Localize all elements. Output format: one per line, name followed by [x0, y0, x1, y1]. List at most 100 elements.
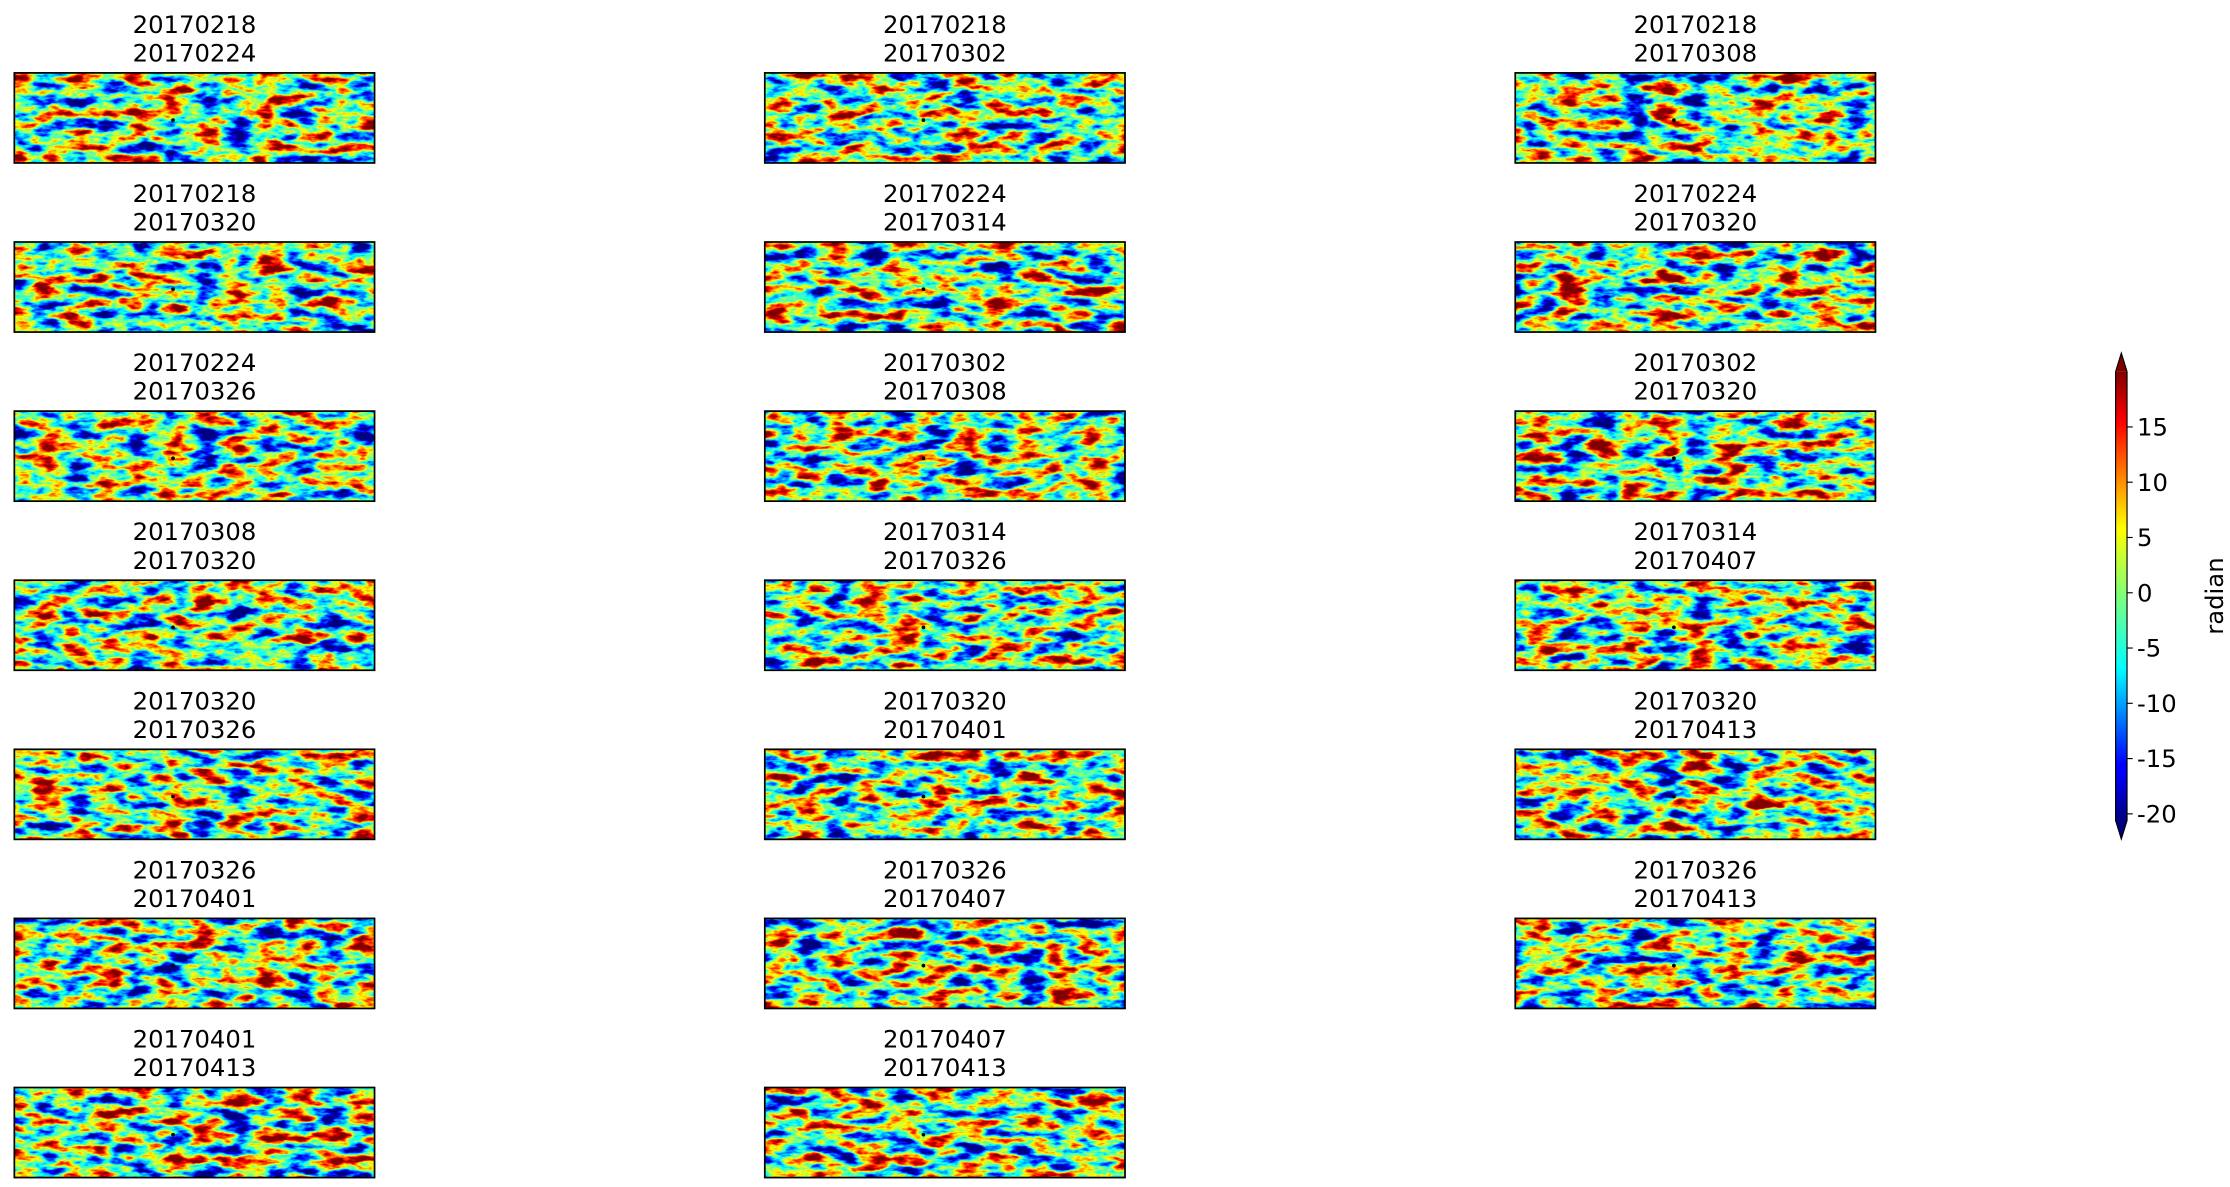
colorbar-tick-label: 5 — [2137, 523, 2152, 552]
reference-point — [171, 118, 175, 122]
panel-frame — [13, 1086, 376, 1179]
reference-point — [921, 287, 926, 292]
panel-title-line: 20170314 — [883, 208, 1007, 237]
colorbar-extend-min — [2115, 820, 2128, 840]
panel-frame — [13, 579, 376, 672]
panel-title-line: 20170401 — [883, 715, 1007, 744]
panel-frame — [763, 241, 1126, 333]
reference-point — [1672, 625, 1676, 630]
panel-frame — [13, 241, 376, 333]
reference-point — [171, 287, 175, 292]
panel-title-line: 20170413 — [1634, 715, 1758, 744]
colorbar-tick-label: 15 — [2137, 413, 2168, 442]
colorbar-tick-label: -10 — [2137, 689, 2177, 718]
panel-image — [1515, 411, 1876, 502]
panel-title-line: 20170326 — [133, 377, 257, 406]
panel-frame — [763, 917, 1126, 1010]
colorbar-extend-max — [2115, 353, 2128, 372]
colorbar-tick-label: 0 — [2137, 578, 2152, 607]
panel-title-line: 20170407 — [1634, 546, 1758, 575]
reference-point — [171, 794, 175, 799]
panel-frame — [763, 72, 1126, 164]
reference-point — [921, 963, 926, 968]
colorbar-outline — [2115, 351, 2128, 842]
panel-image — [1515, 72, 1876, 163]
panel-frame — [1514, 72, 1877, 164]
reference-point — [921, 456, 926, 461]
panel-title-line: 20170224 — [133, 348, 257, 377]
colorbar-label: radian — [2200, 557, 2229, 634]
panel-frame — [1514, 241, 1877, 333]
panel-title-line: 20170413 — [133, 1053, 257, 1082]
panel-title-line: 20170308 — [1634, 38, 1758, 67]
panel-title-line: 20170413 — [883, 1053, 1007, 1082]
panel-title-line: 20170218 — [133, 179, 257, 208]
panel-title-line: 20170308 — [883, 377, 1007, 406]
panel-title-line: 20170413 — [1634, 884, 1758, 913]
panel-title-line: 20170302 — [883, 38, 1007, 67]
panel-frame — [763, 579, 1126, 672]
panel-image — [14, 918, 375, 1009]
panel-title-line: 20170326 — [1634, 855, 1758, 884]
panel-title-line: 20170326 — [133, 715, 257, 744]
reference-point — [921, 794, 926, 799]
panel-title-line: 20170320 — [133, 686, 257, 715]
reference-point — [921, 1132, 926, 1137]
panel-image — [764, 72, 1126, 163]
panel-title-line: 20170326 — [133, 855, 257, 884]
panel-image — [764, 1087, 1126, 1178]
panel-image — [1515, 918, 1876, 1009]
panel-image — [14, 72, 375, 163]
panel-image — [764, 580, 1126, 671]
panel-frame — [13, 917, 376, 1010]
panel-image — [764, 918, 1126, 1009]
panel-title-line: 20170218 — [1634, 10, 1758, 39]
colorbar-tick-label: -20 — [2137, 799, 2177, 828]
reference-point — [921, 625, 926, 630]
panel-title-line: 20170218 — [883, 10, 1007, 39]
panel-title-line: 20170224 — [883, 179, 1007, 208]
panel-frame — [13, 748, 376, 841]
panel-frame — [13, 410, 376, 503]
panel-title-line: 20170308 — [133, 517, 257, 546]
panel-title-line: 20170326 — [883, 546, 1007, 575]
reference-point — [1672, 963, 1676, 968]
panel-title-line: 20170302 — [1634, 348, 1758, 377]
panel-title-line: 20170224 — [1634, 179, 1758, 208]
reference-point — [1672, 794, 1676, 799]
colorbar-tick-label: -15 — [2137, 744, 2177, 773]
panel-title-line: 20170401 — [133, 884, 257, 913]
panel-frame — [1514, 748, 1877, 841]
panel-frame — [763, 410, 1126, 503]
reference-point — [1672, 118, 1676, 122]
reference-point — [171, 625, 175, 630]
panel-title-line: 20170401 — [133, 1024, 257, 1053]
panel-title-line: 20170320 — [1634, 377, 1758, 406]
panel-image — [764, 242, 1126, 333]
panel-image — [1515, 242, 1876, 333]
panel-title-line: 20170407 — [883, 1024, 1007, 1053]
panel-title-line: 20170224 — [133, 38, 257, 67]
panel-title-line: 20170320 — [1634, 686, 1758, 715]
panel-frame — [1514, 410, 1877, 503]
panel-title-line: 20170302 — [883, 348, 1007, 377]
reference-point — [1672, 287, 1676, 292]
panel-image — [14, 1087, 375, 1178]
panel-image — [764, 411, 1126, 502]
panel-title-line: 20170326 — [883, 855, 1007, 884]
panel-image — [1515, 749, 1876, 840]
panel-frame — [1514, 917, 1877, 1010]
panel-title-line: 20170314 — [1634, 517, 1758, 546]
panel-title-line: 20170320 — [133, 546, 257, 575]
panel-frame — [13, 72, 376, 164]
reference-point — [1672, 456, 1676, 461]
reference-point — [171, 456, 175, 461]
panel-title-line: 20170320 — [1634, 208, 1758, 237]
reference-point — [171, 1132, 175, 1137]
panel-image — [764, 749, 1126, 840]
panel-image — [14, 411, 375, 502]
panel-title-line: 20170314 — [883, 517, 1007, 546]
panel-title-line: 20170320 — [883, 686, 1007, 715]
panel-image — [1515, 580, 1876, 671]
